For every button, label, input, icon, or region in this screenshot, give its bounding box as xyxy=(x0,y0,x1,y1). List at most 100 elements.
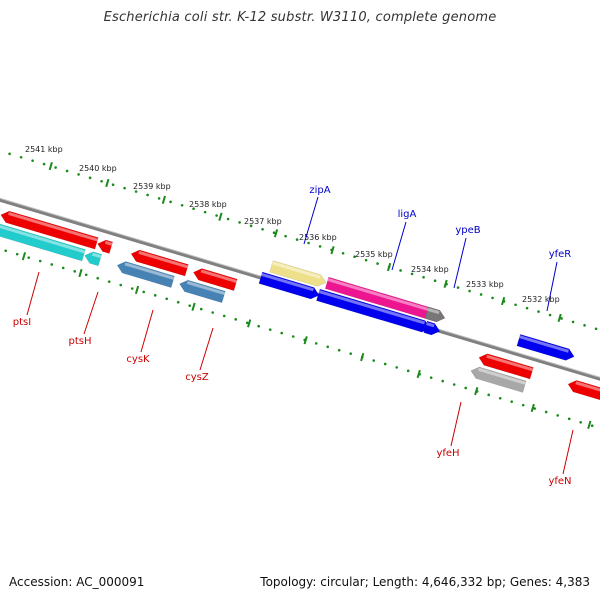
scale-dot xyxy=(119,283,123,287)
scale-dot xyxy=(73,270,77,273)
inner-scale-track xyxy=(4,249,594,427)
kbp-label-2532-kbp: 2532 kbp xyxy=(522,295,560,304)
scale-dot xyxy=(157,197,161,200)
accession-label: Accession: xyxy=(9,575,73,589)
gene-unlabeled-8-shine xyxy=(318,290,425,325)
leader-line-ypeb xyxy=(453,237,467,289)
gene-unlabeled-5 xyxy=(193,268,238,291)
scale-dot xyxy=(372,359,376,362)
separator-2: ; xyxy=(501,575,507,589)
kbp-label-2539-kbp: 2539 kbp xyxy=(133,182,171,191)
scale-dot xyxy=(153,294,157,297)
scale-dot xyxy=(537,310,540,313)
scale-major-tick xyxy=(557,313,562,323)
leader-line-yfen xyxy=(562,429,574,475)
kbp-label-2537-kbp: 2537 kbp xyxy=(244,217,282,226)
scale-major-tick xyxy=(21,252,27,261)
kbp-label-2535-kbp: 2535 kbp xyxy=(355,250,393,259)
scale-dot xyxy=(341,251,345,255)
scale-dot xyxy=(533,407,536,410)
gene-zipA-body xyxy=(269,260,327,287)
gene-label-yfen[interactable]: yfeN xyxy=(548,476,571,487)
label-layer: 2541 kbp 2540 kbp 2539 kbp 2538 kbp 2537 kbp… xyxy=(13,145,574,487)
gene-ptsI-body xyxy=(0,218,86,262)
gene-yfeR xyxy=(516,334,575,361)
scale-dot xyxy=(165,297,169,301)
gene-unlabeled-7 xyxy=(424,306,446,323)
scale-dot xyxy=(234,318,238,321)
scale-major-tick xyxy=(273,229,279,238)
gene-label-liga[interactable]: ligA xyxy=(398,209,417,220)
gene-label-yfeh[interactable]: yfeH xyxy=(436,448,459,459)
scale-dot xyxy=(176,300,180,304)
gene-unlabeled-9-body xyxy=(478,353,534,380)
scale-dot xyxy=(130,287,134,290)
gene-ptsH-body xyxy=(84,251,103,267)
leader-line-cysk xyxy=(140,309,154,353)
gene-yfeN xyxy=(567,380,600,420)
gene-label-cysk[interactable]: cysK xyxy=(126,354,150,365)
scale-dot xyxy=(203,210,207,214)
scale-major-tick xyxy=(191,302,196,311)
gene-ptsI-shine xyxy=(0,219,86,254)
scale-dot xyxy=(314,342,318,345)
genes-count: 4,383 xyxy=(555,575,590,589)
scale-dot xyxy=(245,321,249,325)
map-layer: 2541 kbp 2540 kbp 2539 kbp 2538 kbp 2537 kbp… xyxy=(0,145,600,487)
kbp-label-2534-kbp: 2534 kbp xyxy=(411,265,449,274)
gene-cysK-body xyxy=(116,261,175,288)
gene-unlabeled-5-body xyxy=(193,268,238,291)
kbp-label-2538-kbp: 2538 kbp xyxy=(189,200,227,209)
scale-dot xyxy=(583,324,586,327)
scale-dot xyxy=(84,273,88,277)
gene-label-ptsh[interactable]: ptsH xyxy=(69,336,92,347)
scale-dot xyxy=(38,259,42,263)
scale-dot xyxy=(548,313,552,317)
gene-label-ptsi[interactable]: ptsI xyxy=(13,317,31,328)
topology-label: Topology: xyxy=(260,575,317,589)
scale-dot xyxy=(376,262,379,265)
length-label: Length: xyxy=(372,575,419,589)
scale-major-tick xyxy=(530,403,535,413)
scale-dot xyxy=(291,335,295,338)
gene-unlabeled-6-body xyxy=(258,271,320,300)
scale-dot xyxy=(96,276,100,280)
leader-line-ptsi xyxy=(26,271,40,316)
gene-ptsI xyxy=(0,218,86,262)
scale-dot xyxy=(192,207,195,211)
gene-label-yfer[interactable]: yfeR xyxy=(549,249,572,260)
scale-dot xyxy=(579,420,582,424)
kbp-label-2541-kbp: 2541 kbp xyxy=(25,145,63,154)
scale-major-tick xyxy=(443,279,448,288)
gene-unlabeled-6-shine xyxy=(261,272,314,292)
scale-major-tick xyxy=(134,285,140,295)
gene-label-zipa[interactable]: zipA xyxy=(309,185,330,196)
gene-cysK xyxy=(116,261,175,288)
gene-label-ypeb[interactable]: ypeB xyxy=(455,225,480,236)
scale-dot xyxy=(464,386,468,390)
scale-dot xyxy=(295,238,299,241)
gene-label-cysz[interactable]: cysZ xyxy=(185,372,209,383)
scale-major-tick xyxy=(303,336,308,345)
gene-unlabeled-9 xyxy=(478,353,534,380)
scale-dot xyxy=(249,224,253,228)
scale-dot xyxy=(257,324,261,328)
gene-yfeR-shine xyxy=(519,335,569,353)
gene-unlabeled-5-shine xyxy=(200,269,237,283)
tick-layer xyxy=(0,146,598,429)
scale-dot xyxy=(8,152,11,156)
scale-major-tick xyxy=(501,296,506,306)
scale-major-tick xyxy=(247,319,252,328)
gene-ptsH xyxy=(84,251,103,267)
gene-zipA xyxy=(269,260,327,287)
scale-dot xyxy=(456,286,460,289)
scale-dot xyxy=(491,296,494,300)
gene-unlabeled-6 xyxy=(258,271,320,300)
scale-dot xyxy=(349,352,353,355)
scale-major-tick xyxy=(218,212,223,221)
scale-major-tick xyxy=(386,262,392,272)
scale-major-tick xyxy=(161,195,166,204)
gene-cysZ xyxy=(179,279,226,304)
scale-dot xyxy=(268,328,272,331)
scale-major-tick xyxy=(474,386,479,396)
